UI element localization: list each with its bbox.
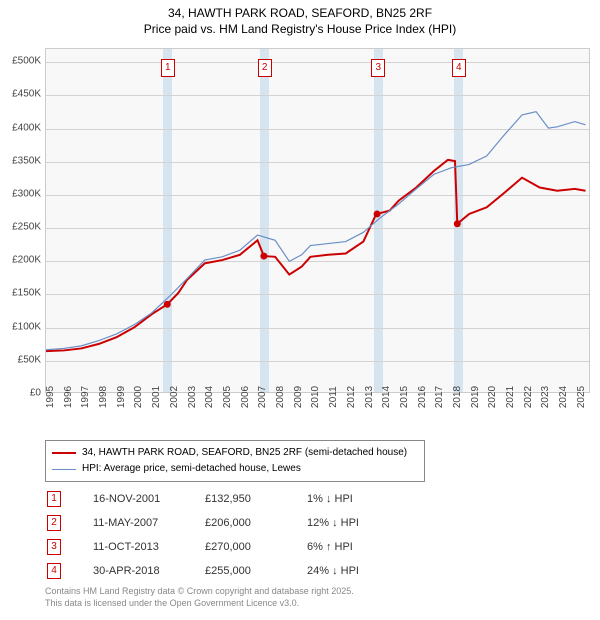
sale-price: £206,000 [205, 512, 305, 534]
y-tick-label: £400K [12, 122, 41, 133]
sales-row: 4 30-APR-2018£255,00024% ↓ HPI [47, 560, 371, 582]
x-tick-label: 2007 [257, 386, 268, 408]
sale-num-box: 3 [47, 539, 61, 555]
x-tick-label: 2008 [275, 386, 286, 408]
y-tick-label: £100K [12, 321, 41, 332]
x-tick-label: 1995 [45, 386, 56, 408]
x-tick-label: 2016 [417, 386, 428, 408]
y-tick-label: £500K [12, 56, 41, 67]
legend-row-hpi: HPI: Average price, semi-detached house,… [52, 461, 418, 477]
x-tick-label: 2020 [487, 386, 498, 408]
y-tick-label: £350K [12, 155, 41, 166]
sale-num-cell: 4 [47, 560, 91, 582]
legend-label-hpi: HPI: Average price, semi-detached house,… [82, 461, 301, 477]
x-tick-label: 2001 [151, 386, 162, 408]
legend: 34, HAWTH PARK ROAD, SEAFORD, BN25 2RF (… [45, 440, 425, 482]
chart-container: 34, HAWTH PARK ROAD, SEAFORD, BN25 2RF P… [0, 0, 600, 620]
x-tick-label: 1997 [80, 386, 91, 408]
x-tick-label: 2005 [222, 386, 233, 408]
sales-row: 2 11-MAY-2007£206,00012% ↓ HPI [47, 512, 371, 534]
arrow-icon: ↓ [332, 565, 338, 577]
sale-date: 30-APR-2018 [93, 560, 203, 582]
sale-price: £255,000 [205, 560, 305, 582]
footer: Contains HM Land Registry data © Crown c… [45, 586, 354, 609]
title-address: 34, HAWTH PARK ROAD, SEAFORD, BN25 2RF [0, 6, 600, 22]
x-tick-label: 1996 [63, 386, 74, 408]
footer-line1: Contains HM Land Registry data © Crown c… [45, 586, 354, 598]
sales-table: 1 16-NOV-2001£132,9501% ↓ HPI 2 11-MAY-2007… [45, 486, 373, 584]
sale-point [164, 301, 171, 308]
sales-row: 1 16-NOV-2001£132,9501% ↓ HPI [47, 488, 371, 510]
sales-row: 3 11-OCT-2013£270,0006% ↑ HPI [47, 536, 371, 558]
x-tick-label: 2013 [364, 386, 375, 408]
sale-date: 11-MAY-2007 [93, 512, 203, 534]
x-tick-label: 2018 [452, 386, 463, 408]
x-tick-label: 1999 [116, 386, 127, 408]
sale-point [454, 220, 461, 227]
x-tick-label: 2006 [240, 386, 251, 408]
series-line-hpi [46, 112, 586, 350]
y-tick-label: £50K [18, 354, 41, 365]
y-tick-label: £200K [12, 255, 41, 266]
chart-svg [46, 49, 589, 392]
legend-swatch-hpi [52, 469, 76, 470]
legend-swatch-property [52, 452, 76, 454]
sale-num-cell: 2 [47, 512, 91, 534]
sale-point [260, 253, 267, 260]
sale-marker-box: 3 [371, 59, 385, 77]
sale-marker-box: 4 [452, 59, 466, 77]
x-tick-label: 2002 [169, 386, 180, 408]
x-tick-label: 1998 [98, 386, 109, 408]
x-tick-label: 2014 [381, 386, 392, 408]
x-tick-label: 2021 [505, 386, 516, 408]
sale-num-cell: 1 [47, 488, 91, 510]
sale-point [374, 210, 381, 217]
x-tick-label: 2012 [346, 386, 357, 408]
sale-date: 16-NOV-2001 [93, 488, 203, 510]
sale-marker-box: 1 [161, 59, 175, 77]
x-tick-label: 2017 [434, 386, 445, 408]
y-tick-label: £150K [12, 288, 41, 299]
sale-price: £270,000 [205, 536, 305, 558]
sale-num-box: 1 [47, 491, 61, 507]
y-axis: £0£50K£100K£150K£200K£250K£300K£350K£400… [0, 48, 45, 393]
footer-line2: This data is licensed under the Open Gov… [45, 598, 354, 610]
x-tick-label: 2022 [523, 386, 534, 408]
sale-num-box: 4 [47, 563, 61, 579]
x-tick-label: 2004 [204, 386, 215, 408]
x-tick-label: 2023 [540, 386, 551, 408]
legend-row-property: 34, HAWTH PARK ROAD, SEAFORD, BN25 2RF (… [52, 445, 418, 461]
chart-plot-area: 1 2 3 4 [45, 48, 590, 393]
sale-num-box: 2 [47, 515, 61, 531]
legend-label-property: 34, HAWTH PARK ROAD, SEAFORD, BN25 2RF (… [82, 445, 407, 461]
x-tick-label: 2009 [293, 386, 304, 408]
sale-marker-box: 2 [258, 59, 272, 77]
title-block: 34, HAWTH PARK ROAD, SEAFORD, BN25 2RF P… [0, 0, 600, 37]
arrow-icon: ↓ [332, 517, 338, 529]
y-tick-label: £450K [12, 89, 41, 100]
sale-delta: 24% ↓ HPI [307, 560, 371, 582]
sale-price: £132,950 [205, 488, 305, 510]
x-tick-label: 2024 [558, 386, 569, 408]
sale-delta: 1% ↓ HPI [307, 488, 371, 510]
y-tick-label: £250K [12, 222, 41, 233]
x-tick-label: 2019 [470, 386, 481, 408]
y-tick-label: £0 [30, 388, 41, 399]
x-tick-label: 2003 [187, 386, 198, 408]
sale-num-cell: 3 [47, 536, 91, 558]
x-axis: 1995199619971998199920002001200220032004… [45, 393, 590, 435]
sale-date: 11-OCT-2013 [93, 536, 203, 558]
sale-delta: 6% ↑ HPI [307, 536, 371, 558]
x-tick-label: 2010 [310, 386, 321, 408]
x-tick-label: 2000 [133, 386, 144, 408]
x-tick-label: 2015 [399, 386, 410, 408]
arrow-icon: ↑ [326, 541, 332, 553]
series-line-property [46, 160, 586, 351]
title-subtitle: Price paid vs. HM Land Registry's House … [0, 22, 600, 38]
x-tick-label: 2011 [328, 386, 339, 408]
arrow-icon: ↓ [326, 493, 332, 505]
x-tick-label: 2025 [576, 386, 587, 408]
y-tick-label: £300K [12, 188, 41, 199]
sale-delta: 12% ↓ HPI [307, 512, 371, 534]
